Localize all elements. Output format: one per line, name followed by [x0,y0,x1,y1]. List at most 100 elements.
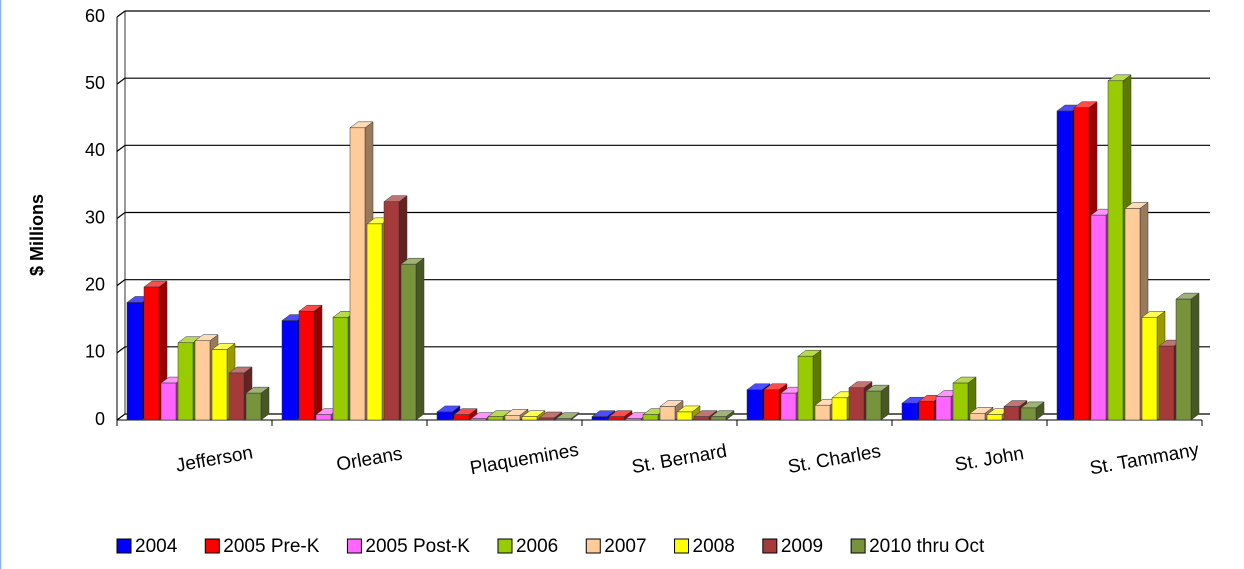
bar [143,286,160,421]
bar [504,415,521,421]
bar [814,404,831,421]
legend-swatch [674,538,690,554]
bar-group [555,412,580,421]
bar [298,310,315,421]
bar-group [538,411,563,421]
y-tick-label: 20 [85,274,105,294]
bar [659,406,676,421]
bar [228,372,245,421]
x-tick-label: St. Tammany [1088,440,1201,480]
legend-swatch [204,538,220,554]
bar-group [521,410,546,421]
bar [1003,406,1020,421]
y-tick-label: 10 [85,342,105,362]
x-tick-label: Orleans [335,443,404,475]
bar [538,417,555,421]
x-tick-label: St. John [953,443,1025,476]
bar [245,392,262,421]
legend-label: 2007 [604,536,646,557]
bar [746,389,763,421]
y-tick-label: 50 [85,73,105,93]
bar [126,302,143,421]
bar [625,418,642,421]
bar [780,392,797,421]
bar [986,414,1003,421]
bar [918,400,935,421]
bar [642,414,659,421]
bar [935,396,952,421]
bar [1175,298,1192,421]
legend-label: 2008 [693,536,735,557]
legend-label: 2005 Pre-K [223,536,319,557]
legend-label: 2006 [516,536,558,557]
bar [453,414,470,421]
bar [194,340,211,421]
bar [763,389,780,421]
bar [487,416,504,421]
bar [160,382,177,421]
grid-line-depth [116,77,126,85]
bar [366,223,383,421]
bar [1056,110,1073,421]
bar [1090,214,1107,421]
y-axis-title: $ Millions [27,194,47,276]
bar [1020,407,1037,421]
bar-group [453,408,478,421]
bar [281,320,298,421]
bar-side [313,304,323,421]
grid-line-depth [116,10,126,18]
bar [591,416,608,421]
bar [710,416,727,421]
bar-group [865,384,890,421]
bar [608,416,625,421]
bar [952,382,969,421]
legend-label: 2004 [135,536,178,557]
bar [1124,208,1141,421]
bar [676,411,693,421]
y-tick-label: 0 [95,409,105,429]
legend-swatch [116,538,132,554]
x-tick-label: St. Bernard [630,441,728,478]
bar [349,127,366,421]
x-tick-label: Jefferson [174,442,254,476]
legend-swatch [762,538,778,554]
y-tick-label: 60 [85,6,105,26]
bar [177,342,194,421]
legend-label: 2009 [781,536,823,557]
bar-group [298,304,323,421]
legend-label: 2010 thru Oct [869,536,985,557]
legend-swatch [585,538,601,554]
legend-swatch [497,538,513,554]
bar-group [1175,292,1200,421]
legend-swatch [850,538,866,554]
bar [1073,107,1090,421]
bar-side [1190,292,1200,421]
bar [436,411,453,421]
bar-group [969,406,994,421]
legend-label: 2005 Post-K [365,536,470,557]
bar [797,355,814,421]
bar [555,418,572,421]
x-tick-label: Plaquemines [469,440,581,480]
legend-swatch [346,538,362,554]
x-tick-label: St. Charles [786,441,882,478]
bar [400,263,417,421]
bar-group [710,410,735,421]
bar [315,414,332,421]
y-tick-label: 40 [85,140,105,160]
bar [1158,345,1175,421]
bar-group [400,257,425,421]
y-tick-label: 30 [85,207,105,227]
bar [901,402,918,421]
bar [332,316,349,421]
grid-line-depth [116,413,126,421]
grid-line-depth [116,279,126,287]
bar-group [676,405,701,421]
bar [848,387,865,421]
bar [865,390,882,421]
bar [211,349,228,421]
bar [969,413,986,421]
bar-group [245,386,270,421]
bar-side [415,257,425,421]
